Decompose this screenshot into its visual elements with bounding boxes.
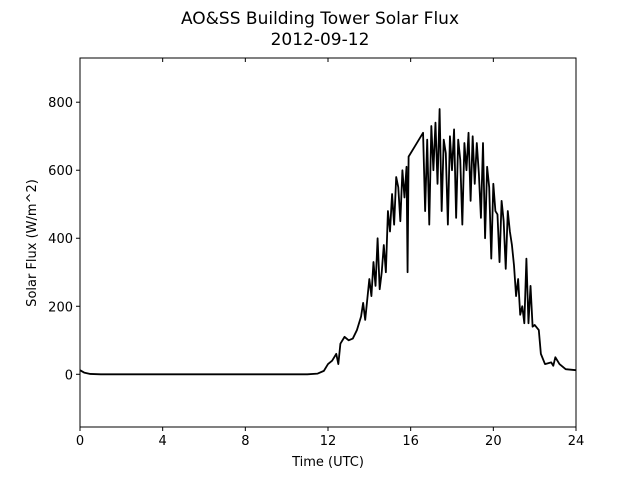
x-tick-label: 12 (320, 434, 337, 449)
y-tick-label: 600 (48, 164, 73, 179)
plot-frame (79, 57, 577, 428)
y-tick-label: 200 (48, 300, 73, 315)
chart-subtitle: 2012-09-12 (271, 30, 370, 50)
x-tick-label: 24 (568, 434, 585, 449)
chart-title: AO&SS Building Tower Solar Flux (181, 9, 459, 29)
x-tick-label: 20 (485, 434, 502, 449)
y-tick-label: 800 (48, 96, 73, 111)
x-axis-label: Time (UTC) (291, 455, 364, 470)
y-tick-label: 400 (48, 232, 73, 247)
y-axis-label: Solar Flux (W/m^2) (25, 179, 40, 307)
x-tick-label: 8 (241, 434, 249, 449)
x-tick-label: 0 (76, 434, 84, 449)
y-tick-label: 0 (65, 368, 73, 383)
x-tick-label: 16 (402, 434, 419, 449)
series-line (79, 108, 577, 376)
x-tick-label: 4 (159, 434, 167, 449)
